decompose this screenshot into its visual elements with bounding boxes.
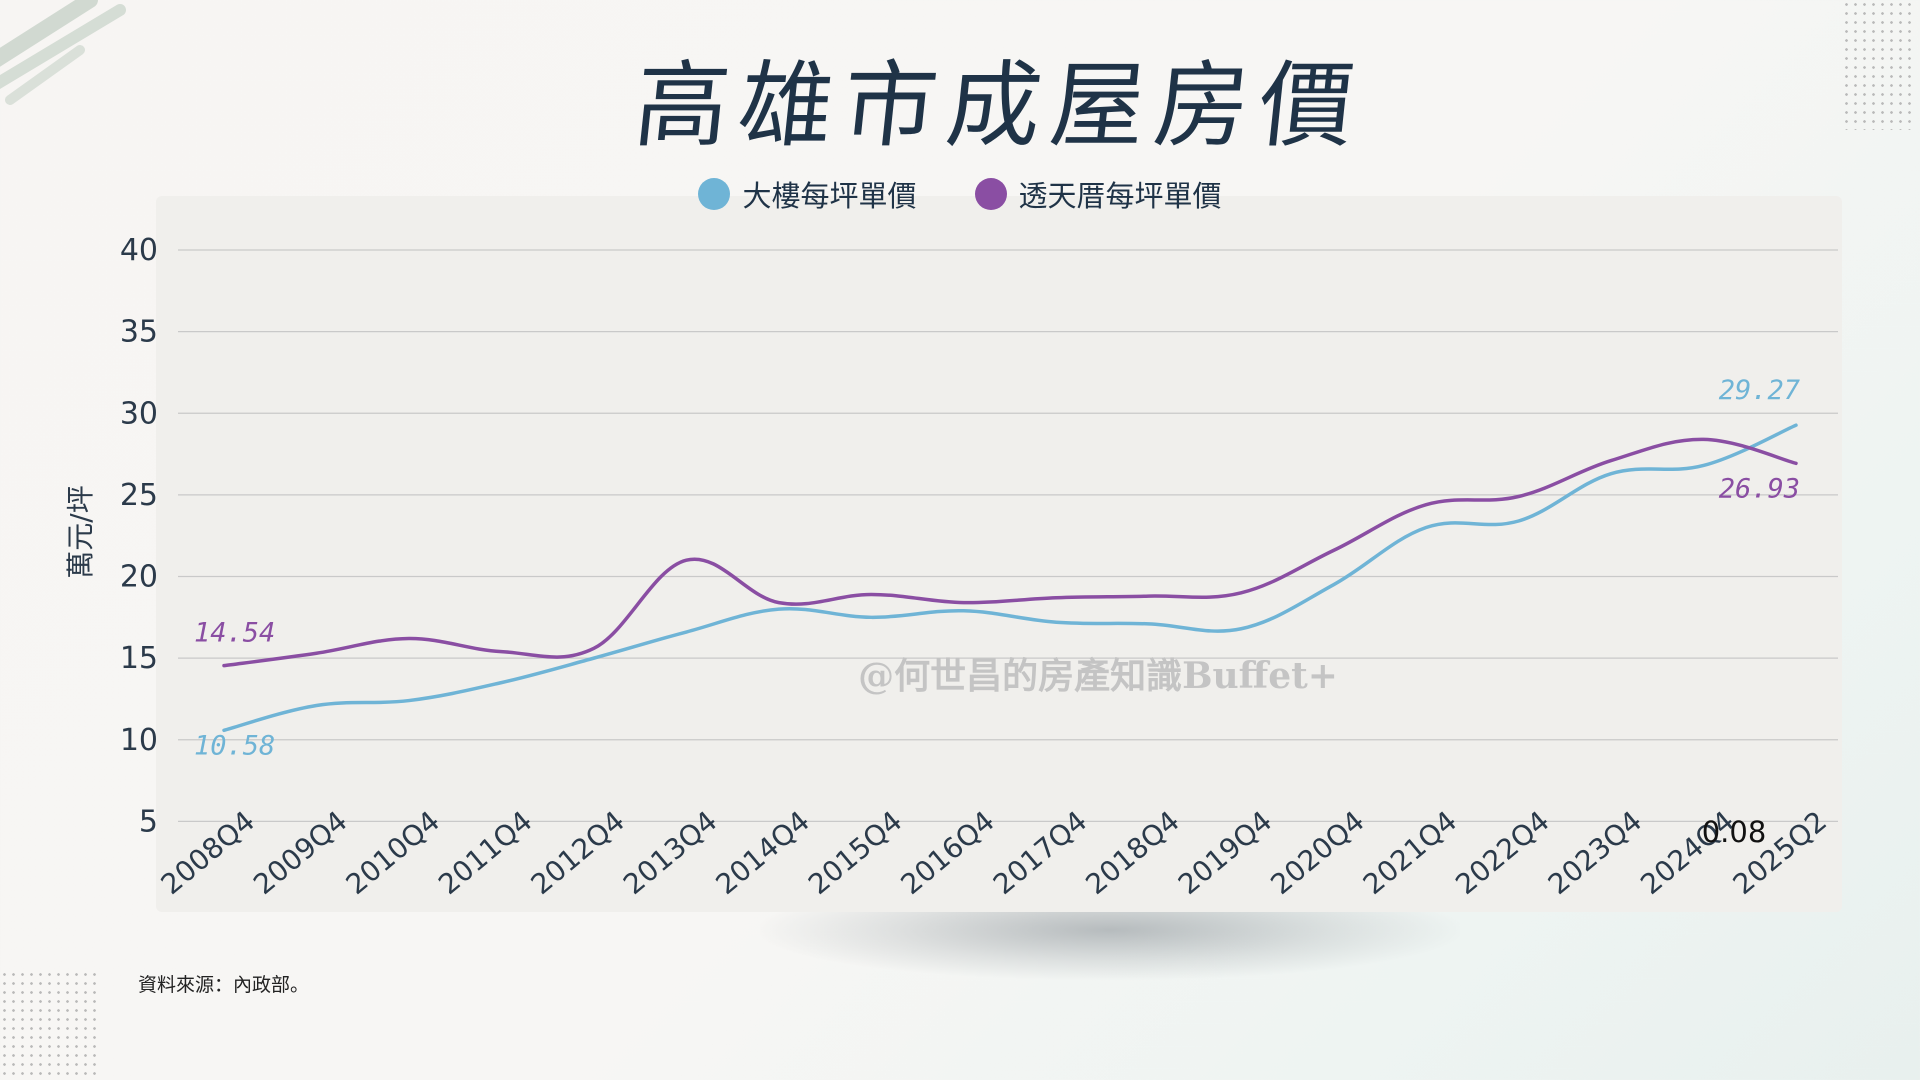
x-tick-label: 2012Q4 [525,804,631,901]
watermark-text: @何世昌的房產知識Buffet+ [858,655,1338,697]
legend-swatch-building [698,178,731,210]
chart-panel [156,196,1842,912]
y-tick-label: 25 [120,478,158,513]
x-tick-label: 2018Q4 [1079,804,1185,901]
x-tick-label: 2009Q4 [247,804,353,901]
legend-item-townhouse: 透天厝每坪單價 [974,173,1222,215]
data-label: 14.54 [194,618,275,649]
legend-item-building: 大樓每坪單價 [698,173,917,215]
gridlines [178,249,1838,823]
dot-pattern-decoration [0,970,100,1080]
x-axis-ticks: 2008Q42009Q42010Q42011Q42012Q42013Q42014… [155,804,1833,901]
stray-value-label: 0.08 [1702,815,1767,849]
x-tick-label: 2014Q4 [710,804,816,901]
y-tick-label: 15 [120,641,158,676]
x-tick-label: 2019Q4 [1172,804,1278,901]
y-axis-label: 萬元/坪 [64,485,97,578]
data-label: 29.27 [1719,375,1800,406]
legend-label-townhouse: 透天厝每坪單價 [1018,179,1222,213]
x-tick-label: 2017Q4 [987,804,1093,901]
x-tick-label: 2022Q4 [1449,804,1555,901]
y-tick-label: 20 [120,560,158,595]
source-note: 資料來源：內政部。 [138,974,310,996]
series-lines [222,423,1798,733]
x-tick-label: 2015Q4 [802,804,908,901]
x-tick-label: 2023Q4 [1542,804,1648,901]
x-tick-label: 2020Q4 [1264,804,1370,901]
y-tick-label: 10 [120,723,158,758]
y-tick-label: 35 [120,315,158,350]
x-tick-label: 2008Q4 [155,804,261,901]
legend-label-building: 大樓每坪單價 [742,179,917,213]
y-tick-label: 30 [120,396,158,431]
brush-stroke-decoration [0,0,126,105]
dot-pattern-decoration [1842,0,1912,130]
x-tick-label: 2013Q4 [617,804,723,901]
data-labels: 10.58 29.27 14.54 26.93 [194,375,1800,761]
series-line-townhouse [222,437,1798,668]
y-tick-label: 40 [120,233,158,268]
data-label: 26.93 [1719,473,1800,504]
y-axis-ticks: 5 10 15 20 25 30 35 40 [120,233,158,839]
x-tick-label: 2011Q4 [432,804,538,901]
y-tick-label: 5 [139,804,158,839]
x-tick-label: 2016Q4 [894,804,1000,901]
series-line-building [222,423,1798,733]
data-label: 10.58 [194,730,275,761]
x-tick-label: 2021Q4 [1357,804,1463,901]
chart-legend: 大樓每坪單價 透天厝每坪單價 [0,173,1920,215]
legend-swatch-townhouse [974,178,1007,210]
x-tick-label: 2010Q4 [340,804,446,901]
